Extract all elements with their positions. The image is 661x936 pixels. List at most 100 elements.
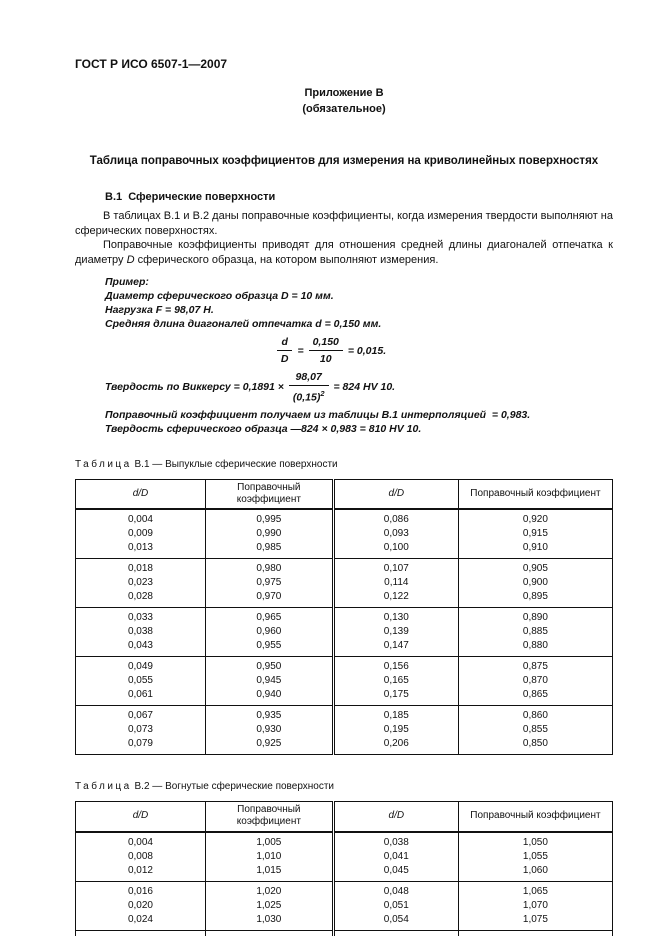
table-cell: 0,895 — [457, 590, 613, 608]
fraction-numerator: d — [276, 335, 293, 351]
table-cell: 0,990 — [204, 527, 334, 541]
table-cell: 0,043 — [127, 640, 153, 651]
table-cell: 0,051 — [331, 898, 459, 913]
table-row-group: 0,016 1,020 0,048 1,065 0,020 1,025 0,051 1,070… — [75, 881, 613, 930]
table-cell: 0,114 — [331, 576, 459, 590]
table-row-group: 0,004 0,995 0,086 0,920 0,009 0,990 0,093 0,915… — [75, 509, 613, 559]
table-cell: 0,028 — [76, 930, 206, 936]
table-row: 0,073 0,930 0,195 0,855 — [76, 723, 613, 737]
table-cell: 0,147 — [331, 639, 459, 657]
table-cell: 0,885 — [457, 625, 613, 639]
table-row: 0,024 1,030 0,054 1,075 — [76, 912, 613, 930]
paragraph-coefficients-text: Поправочные коэффициенты приводят для от… — [75, 239, 613, 266]
table-cell: 1,020 — [204, 881, 334, 899]
table-cell: 0,975 — [204, 576, 334, 590]
table-cell: 0,970 — [204, 590, 334, 608]
table-cell: 0,023 — [127, 577, 153, 588]
table-cell: 1,030 — [204, 912, 334, 930]
table-row: 0,016 1,020 0,048 1,065 — [76, 881, 613, 899]
table-row-group: 0,033 0,965 0,130 0,890 0,038 0,960 0,139 0,885… — [75, 607, 613, 657]
formula-hardness-result: = 824 HV 10. — [333, 381, 396, 394]
paragraph-coefficients-text2: сферического образца, на котором выполня… — [134, 253, 439, 266]
example-label: Пример: — [105, 276, 149, 288]
table-row: 0,008 1,010 0,041 1,055 — [76, 849, 613, 864]
table-cell: 0,038 — [127, 626, 153, 637]
column-header: d/D — [75, 801, 206, 833]
table-cell: 0,955 — [204, 639, 334, 657]
table-cell: 0,008 — [127, 850, 153, 862]
table-row-group: 0,049 0,950 0,156 0,875 0,055 0,945 0,165 0,870… — [75, 656, 613, 706]
table-cell: 0,057 — [331, 930, 459, 936]
table-cell: 0,165 — [331, 674, 459, 688]
fraction-denominator: D — [280, 353, 289, 365]
table-row-group: 0,0281,0350,0571,0800,0311,0400,0601,085… — [75, 930, 613, 936]
table-cell: 0,860 — [457, 705, 613, 723]
formula-hardness-prefix: Твердость по Виккерсу = 0,1891 × — [105, 381, 284, 394]
table-caption-text: В.1 — Выпуклые сферические поверхности — [131, 458, 338, 470]
table-cell: 0,175 — [331, 688, 459, 706]
table-caption-text: В.2 — Вогнутые сферические поверхности — [131, 781, 335, 792]
table-cell: 0,880 — [457, 639, 613, 657]
table-row: 0,0281,0350,0571,080 — [76, 930, 613, 936]
table-cell: 0,061 — [127, 689, 153, 700]
table-row: 0,020 1,025 0,051 1,070 — [76, 898, 613, 913]
table-cell: 0,890 — [457, 607, 613, 625]
paragraph-coefficients: Поправочные коэффициенты приводят для от… — [75, 238, 613, 267]
table-cell: 1,035 — [204, 930, 334, 936]
table-cell: 0,206 — [331, 737, 459, 755]
table-cell: 0,945 — [204, 674, 334, 688]
table-cell: 1,015 — [204, 863, 334, 881]
example-line-diameter: Диаметр сферического образца D = 10 мм. — [105, 290, 334, 302]
table-cell: 0,122 — [331, 590, 459, 608]
table-cell: 0,960 — [204, 625, 334, 639]
table-cell: 0,093 — [331, 527, 459, 541]
table-cell: 1,065 — [457, 881, 613, 899]
table-cell: 0,048 — [331, 881, 459, 899]
table-cell: 0,079 — [127, 738, 153, 749]
table-cell: 0,910 — [457, 541, 613, 559]
table-row: 0,018 0,980 0,107 0,905 — [76, 558, 613, 576]
table-cell: 0,865 — [457, 688, 613, 706]
variable-d-capital: D — [126, 253, 135, 266]
table-row-group: 0,018 0,980 0,107 0,905 0,023 0,975 0,114 0,900… — [75, 558, 613, 608]
fraction-denominator: (0,15)2 — [292, 389, 325, 404]
table-cell: 0,995 — [204, 509, 334, 527]
table-cell: 0,004 — [127, 514, 153, 525]
table-row: 0,033 0,965 0,130 0,890 — [76, 607, 613, 625]
table-cell: 1,050 — [457, 831, 613, 850]
table-row: 0,013 0,985 0,100 0,910 — [76, 541, 613, 559]
table-row: 0,055 0,945 0,165 0,870 — [76, 674, 613, 688]
table-cell: 0,033 — [127, 612, 153, 623]
paragraph-intro: В таблицах В.1 и В.2 даны поправочные ко… — [75, 210, 613, 237]
table-cell: 0,139 — [331, 625, 459, 639]
table-cell: 0,020 — [127, 899, 153, 911]
table-row: 0,067 0,935 0,185 0,860 — [76, 705, 613, 723]
column-header: d/D — [331, 479, 459, 510]
table-row: 0,079 0,925 0,206 0,850 — [76, 737, 613, 755]
table-b1-convex-surfaces: d/D Поправочный коэффициент d/D Поправочный… — [75, 478, 613, 755]
table-cell: 0,054 — [331, 912, 459, 930]
table-cell: 0,195 — [331, 723, 459, 737]
table-cell: 0,049 — [127, 661, 153, 672]
example-block: Пример: Диаметр сферического образца D =… — [105, 275, 613, 436]
formula-hardness: Твердость по Виккерсу = 0,1891 × 98,07 (0… — [105, 370, 613, 405]
table-row: 0,004 0,995 0,086 0,920 — [76, 509, 613, 527]
table-b2-caption: Таблица В.2 — Вогнутые сферические повер… — [75, 780, 613, 793]
table-cell: 1,080 — [457, 930, 613, 936]
column-header: Поправочный коэффициент — [204, 479, 334, 510]
table-cell: 0,855 — [457, 723, 613, 737]
table-cell: 0,067 — [127, 710, 153, 721]
table-cell: 0,875 — [457, 656, 613, 674]
table-cell: 0,850 — [457, 737, 613, 755]
table-cell: 0,045 — [331, 863, 459, 881]
table-row: 0,012 1,015 0,045 1,060 — [76, 863, 613, 881]
table-cell: 0,930 — [204, 723, 334, 737]
formula-ratio-result: = 0,015. — [347, 344, 387, 357]
table-cell: 0,013 — [127, 542, 153, 553]
column-header: d/D — [75, 479, 206, 510]
table-cell: 0,028 — [127, 591, 153, 602]
appendix-subtitle: (обязательное) — [302, 103, 386, 115]
column-header: d/D — [331, 801, 459, 833]
